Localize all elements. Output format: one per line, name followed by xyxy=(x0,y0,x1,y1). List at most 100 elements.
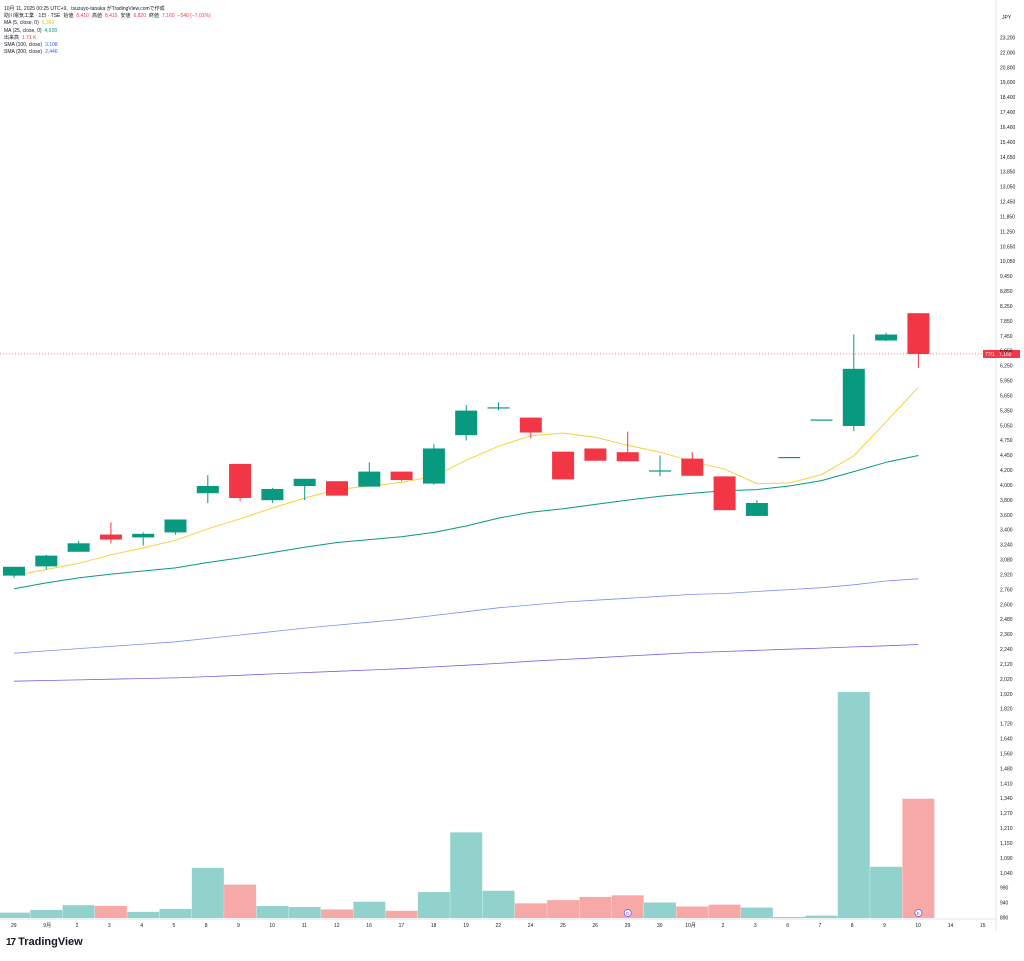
time-tick-label: 18 xyxy=(431,923,437,929)
price-tick-label: 5,650 xyxy=(1000,393,1013,399)
time-tick-label: 17 xyxy=(399,923,405,929)
volume-bar xyxy=(805,915,838,918)
time-tick-label: 10月 xyxy=(685,923,696,929)
indicator-sma100-label[interactable]: SMA (100, close) xyxy=(4,42,43,49)
price-tick-label: 11,850 xyxy=(1000,214,1015,220)
volume-bar xyxy=(708,904,741,918)
event-marker-label: E xyxy=(917,911,920,916)
current-price-label: 7,160 xyxy=(999,352,1012,358)
symbol-title[interactable]: 助川電気工業 · 1日 · TSE xyxy=(4,13,61,20)
price-tick-label: 1,920 xyxy=(1000,692,1013,698)
volume-bar xyxy=(514,903,547,918)
time-tick-label: 30 xyxy=(657,923,663,929)
price-tick-label: 20,800 xyxy=(1000,65,1016,71)
price-tick-label: 4,750 xyxy=(1000,438,1013,444)
candle-body xyxy=(875,334,898,341)
current-price-tag xyxy=(983,349,1020,358)
time-tick-label: 5 xyxy=(173,923,176,929)
volume-bar xyxy=(902,798,935,918)
time-tick-label: 15 xyxy=(980,923,986,929)
time-tick-label: 2 xyxy=(722,923,725,929)
indicator-ma25-label[interactable]: MA (25, close, 0) xyxy=(4,27,42,34)
time-tick-label: 3 xyxy=(108,923,111,929)
candle-body xyxy=(745,503,768,516)
time-tick-label: 12 xyxy=(334,923,340,929)
event-marker-label: D xyxy=(626,911,630,916)
volume-bar xyxy=(94,905,127,918)
open-label: 始値 xyxy=(63,13,74,20)
current-price-left: 77/1 xyxy=(985,352,995,358)
price-tick-label: 2,360 xyxy=(1000,632,1013,638)
indicator-ma5-label[interactable]: MA (5, close, 0) xyxy=(4,20,39,27)
volume-bar xyxy=(159,908,192,918)
price-tick-label: 1,820 xyxy=(1000,707,1013,713)
price-tick-label: 1,210 xyxy=(1000,826,1013,832)
price-tick-label: 10,050 xyxy=(1000,259,1016,265)
volume-bar xyxy=(450,832,483,918)
time-tick-label: 29 xyxy=(11,923,17,929)
price-tick-label: 990 xyxy=(1000,886,1009,892)
price-tick-label: 1,340 xyxy=(1000,796,1013,802)
price-tick-label: 11,250 xyxy=(1000,229,1015,235)
price-tick-label: 19,600 xyxy=(1000,80,1016,86)
tradingview-logo-icon: 17 xyxy=(6,936,16,948)
indicator-ma5-value: 6,366 xyxy=(41,20,55,27)
price-tick-label: 4,450 xyxy=(1000,453,1013,459)
time-tick-label: 29 xyxy=(625,923,631,929)
price-tick-label: 1,720 xyxy=(1000,722,1013,728)
high-value: 8,410 xyxy=(104,13,118,20)
indicator-sma200-label[interactable]: SMA (200, close) xyxy=(4,49,43,56)
price-tick-label: 2,920 xyxy=(1000,572,1013,578)
price-tick-label: 4,000 xyxy=(1000,483,1013,489)
price-tick-label: 1,270 xyxy=(1000,811,1013,817)
time-tick-label: 24 xyxy=(528,923,534,929)
close-label: 終値 xyxy=(149,13,160,20)
price-tick-label: 1,150 xyxy=(1000,841,1013,847)
candle-body xyxy=(196,486,219,494)
volume-bar xyxy=(417,892,450,918)
time-tick-label: 3 xyxy=(754,923,757,929)
volume-bar xyxy=(611,895,644,918)
price-tick-label: 8,250 xyxy=(1000,304,1013,310)
candle-body xyxy=(99,534,122,540)
volume-bar xyxy=(579,896,612,918)
time-tick-label: 10 xyxy=(269,923,275,929)
candle-body xyxy=(584,448,607,461)
time-tick-label: 19 xyxy=(463,923,469,929)
price-tick-label: 6,250 xyxy=(1000,364,1013,370)
price-tick-label: 10,650 xyxy=(1000,244,1016,250)
candle-body xyxy=(519,417,542,433)
time-tick-label: 9 xyxy=(237,923,240,929)
time-tick-label: 9月 xyxy=(43,923,51,929)
open-value: 8,410 xyxy=(76,13,89,20)
price-tick-label: 3,600 xyxy=(1000,513,1013,519)
price-tick-label: 2,020 xyxy=(1000,677,1013,683)
ma25-line xyxy=(13,455,919,590)
candle-body xyxy=(778,457,801,459)
time-tick-label: 14 xyxy=(948,923,954,929)
price-tick-label: 13,050 xyxy=(1000,185,1016,191)
volume-bar xyxy=(482,890,515,918)
price-tick-label: 3,800 xyxy=(1000,498,1013,504)
ma5-line xyxy=(13,386,919,577)
candle-body xyxy=(810,419,833,421)
candle-body xyxy=(907,313,930,354)
candle-body xyxy=(842,368,865,426)
price-tick-label: 7,450 xyxy=(1000,334,1013,340)
volume-bar xyxy=(30,909,63,918)
candle-body xyxy=(422,448,445,484)
price-tick-label: 7,850 xyxy=(1000,319,1013,325)
volume-bar xyxy=(837,692,870,918)
tradingview-logo[interactable]: 17 TradingView xyxy=(6,936,83,948)
volume-bar xyxy=(321,909,353,918)
time-tick-label: 22 xyxy=(496,923,502,929)
high-label: 高値 xyxy=(91,13,102,20)
price-tick-label: 1,560 xyxy=(1000,751,1013,757)
volume-bar xyxy=(288,907,321,918)
time-tick-label: 26 xyxy=(592,923,598,929)
candle-body xyxy=(164,519,187,533)
volume-bar xyxy=(385,910,418,918)
indicator-volume-label[interactable]: 出来高 xyxy=(4,34,20,41)
